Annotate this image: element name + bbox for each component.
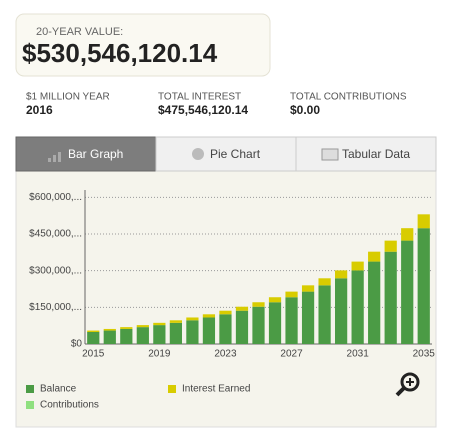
bar-segment bbox=[301, 291, 315, 344]
stat-value: 2016 bbox=[26, 103, 53, 117]
tab-label[interactable]: Bar Graph bbox=[68, 147, 123, 161]
bar-segment bbox=[202, 317, 216, 344]
bar-segment bbox=[169, 322, 182, 344]
tab[interactable] bbox=[295, 136, 437, 172]
x-tick-label: 2027 bbox=[280, 349, 303, 360]
bar-segment bbox=[351, 261, 364, 271]
tab-label[interactable]: Pie Chart bbox=[210, 147, 261, 161]
bar-segment bbox=[401, 228, 414, 241]
legend-swatch bbox=[168, 385, 176, 393]
bar-segment bbox=[285, 297, 298, 344]
y-tick-label: $300,000,... bbox=[29, 265, 82, 276]
bar-segment bbox=[384, 240, 397, 252]
chart-panel bbox=[15, 136, 437, 428]
tab-active[interactable] bbox=[15, 136, 157, 172]
bar-segment bbox=[351, 270, 364, 344]
x-tick-label: 2015 bbox=[82, 349, 105, 360]
bar-segment bbox=[120, 327, 133, 329]
bar-segment bbox=[318, 285, 331, 344]
y-tick-label: $150,000,... bbox=[29, 302, 82, 313]
stat-value: $475,546,120.14 bbox=[158, 103, 248, 117]
bar-segment bbox=[268, 297, 282, 303]
tab[interactable] bbox=[155, 136, 297, 172]
x-tick-label: 2031 bbox=[347, 349, 370, 360]
bar-segment bbox=[235, 306, 249, 311]
bar-segment bbox=[368, 251, 381, 262]
bar-segment bbox=[153, 322, 166, 326]
bar-segment bbox=[401, 240, 414, 344]
bar-segment bbox=[384, 251, 397, 344]
legend-swatch bbox=[26, 385, 34, 393]
bar-segment bbox=[120, 328, 133, 344]
stat-label: $1 MILLION YEAR bbox=[26, 92, 110, 103]
bar-segment bbox=[186, 320, 199, 344]
bar-segment bbox=[368, 261, 381, 344]
bar-segment bbox=[335, 278, 348, 344]
y-tick-label: $600,000,... bbox=[29, 192, 82, 203]
bar-segment bbox=[285, 291, 298, 298]
bar-segment bbox=[268, 302, 282, 344]
summary-label: 20-YEAR VALUE: bbox=[36, 26, 123, 38]
bar-segment bbox=[136, 327, 149, 344]
bar-segment bbox=[318, 278, 331, 286]
bar-segment bbox=[219, 310, 232, 315]
y-tick-label: $450,000,... bbox=[29, 229, 82, 240]
legend-swatch bbox=[26, 401, 34, 409]
bar-segment bbox=[417, 214, 430, 229]
bar-icon bbox=[48, 152, 61, 162]
bar-segment bbox=[169, 320, 182, 323]
summary-box bbox=[15, 13, 271, 77]
zoom-icon[interactable] bbox=[395, 372, 420, 397]
bar-segment bbox=[103, 328, 116, 331]
legend-label: Interest Earned bbox=[182, 384, 250, 395]
bar-segment bbox=[335, 270, 348, 279]
bar-segment bbox=[202, 314, 216, 318]
bar-segment bbox=[136, 325, 149, 328]
bar-segment bbox=[252, 302, 265, 307]
table-icon bbox=[321, 148, 339, 161]
bar-segment bbox=[103, 330, 116, 344]
bar-segment bbox=[87, 331, 100, 344]
y-tick-label: $0 bbox=[71, 339, 83, 350]
bar-segment bbox=[301, 285, 315, 292]
x-tick-label: 2019 bbox=[148, 349, 171, 360]
bar-segment bbox=[87, 330, 100, 332]
pie-icon bbox=[192, 148, 204, 160]
stat-value: $0.00 bbox=[290, 103, 320, 117]
bar-segment bbox=[186, 317, 199, 321]
tab-label[interactable]: Tabular Data bbox=[342, 147, 410, 161]
bar-segment bbox=[153, 325, 166, 344]
bar-segment bbox=[235, 310, 249, 344]
x-tick-label: 2035 bbox=[413, 349, 436, 360]
stat-label: TOTAL INTEREST bbox=[158, 92, 241, 103]
legend-label: Contributions bbox=[40, 400, 99, 411]
bar-segment bbox=[417, 228, 430, 344]
summary-value: $530,546,120.14 bbox=[22, 38, 218, 68]
stat-label: TOTAL CONTRIBUTIONS bbox=[290, 92, 407, 103]
bar-segment bbox=[252, 306, 265, 344]
legend-label: Balance bbox=[40, 384, 77, 395]
bar-segment bbox=[219, 314, 232, 344]
x-tick-label: 2023 bbox=[214, 349, 237, 360]
